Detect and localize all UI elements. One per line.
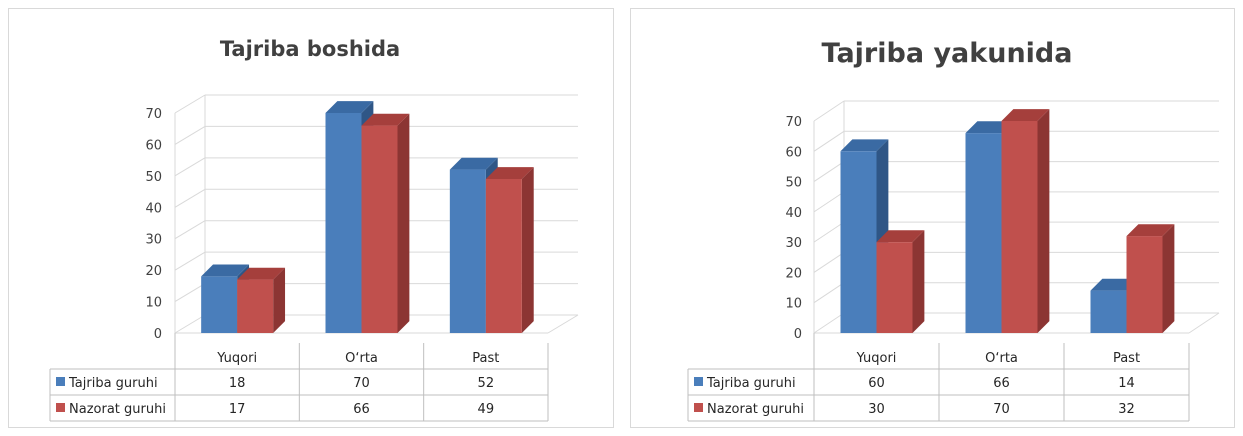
table-value-right-1-0: 30	[868, 402, 885, 417]
y-tick-label-left: 0	[154, 327, 162, 342]
y-tick-label-right: 10	[785, 297, 802, 312]
y-tick-label-right: 50	[785, 176, 802, 191]
legend-label-right-0: Tajriba guruhi	[706, 376, 796, 391]
x-category-label-left: Yuqori	[216, 351, 257, 366]
grid-diagonal-left	[174, 251, 206, 271]
grid-diagonal-left	[174, 283, 206, 303]
table-value-right-1-2: 32	[1118, 402, 1135, 417]
grid-diagonal-left	[174, 220, 206, 240]
y-tick-label-left: 10	[145, 296, 162, 311]
grid-diagonal-left	[174, 314, 206, 334]
table-value-left-0-0: 18	[229, 376, 246, 391]
grid-diagonal-right	[813, 282, 845, 304]
table-value-left-1-2: 49	[478, 402, 495, 417]
y-tick-label-right: 70	[785, 115, 802, 130]
grid-diagonal-left	[174, 157, 206, 177]
y-tick-label-left: 20	[145, 264, 162, 279]
y-tick-label-left: 70	[145, 107, 162, 122]
chart-panel-left: Tajriba boshida 0 10 20 30 40 50 60 70 Yuqori O‘rt…	[8, 8, 614, 428]
chart-frame-left	[8, 8, 614, 428]
grid-diagonal-left	[174, 94, 206, 114]
x-category-label-right: Yuqori	[856, 351, 897, 366]
y-tick-label-right: 40	[785, 206, 802, 221]
bar-left-1-2	[485, 167, 534, 333]
grid-diagonal-right	[813, 221, 845, 243]
grid-diagonal-right	[813, 161, 845, 182]
x-category-label-left: O‘rta	[345, 351, 378, 366]
y-tick-label-left: 30	[145, 233, 162, 248]
y-tick-label-right: 30	[785, 236, 802, 251]
legend-key-left-0	[56, 377, 65, 386]
chart-title-left: Tajriba boshida	[220, 37, 400, 61]
bar-left-1-1	[361, 113, 410, 333]
floor-right-edge-left	[547, 314, 579, 334]
grid-diagonal-right	[813, 312, 845, 334]
chart-title-right: Tajriba yakunida	[822, 38, 1073, 69]
y-tick-label-right: 60	[785, 145, 802, 160]
bar-chart-left: Tajriba boshida 0 10 20 30 40 50 60 70 Yuqori O‘rt…	[49, 37, 579, 422]
table-value-left-1-1: 66	[353, 402, 370, 417]
floor-right-edge-right	[1188, 312, 1220, 334]
bar-right-1-0	[876, 230, 925, 333]
grid-diagonal-left	[174, 188, 206, 208]
x-category-label-left: Past	[472, 351, 499, 366]
bar-right-1-2	[1126, 224, 1175, 333]
table-value-left-0-2: 52	[478, 376, 495, 391]
x-category-label-right: Past	[1113, 351, 1140, 366]
y-tick-label-left: 40	[145, 201, 162, 216]
table-value-right-0-1: 66	[993, 376, 1010, 391]
bar-right-1-1	[1001, 109, 1050, 334]
grid-diagonal-right	[813, 100, 845, 122]
legend-label-right-1: Nazorat guruhi	[707, 402, 804, 417]
grid-diagonal-left	[174, 125, 206, 145]
x-category-label-right: O‘rta	[985, 351, 1018, 366]
table-value-left-0-1: 70	[353, 376, 370, 391]
table-value-right-0-0: 60	[868, 376, 885, 391]
y-tick-label-left: 60	[145, 138, 162, 153]
legend-label-left-0: Tajriba guruhi	[68, 376, 158, 391]
legend-key-right-1	[694, 403, 703, 412]
chart-panel-right: Tajriba yakunida 0 10 20 30 40 50 60 70 Yuqori O‘r…	[622, 0, 1243, 436]
chart-frame-right	[630, 8, 1235, 428]
grid-diagonal-right	[813, 191, 845, 213]
grid-diagonal-right	[813, 252, 845, 273]
legend-label-left-1: Nazorat guruhi	[69, 402, 166, 417]
table-value-right-0-2: 14	[1118, 376, 1135, 391]
y-tick-label-right: 20	[785, 266, 802, 281]
table-value-right-1-1: 70	[993, 402, 1010, 417]
legend-key-right-0	[694, 377, 703, 386]
bar-left-1-0	[237, 267, 286, 333]
bar-chart-right: Tajriba yakunida 0 10 20 30 40 50 60 70 Yuqori O‘r…	[687, 38, 1220, 422]
y-tick-label-left: 50	[145, 170, 162, 185]
table-value-left-1-0: 17	[229, 402, 246, 417]
grid-diagonal-right	[813, 130, 845, 152]
legend-key-left-1	[56, 403, 65, 412]
y-tick-label-right: 0	[794, 327, 802, 342]
